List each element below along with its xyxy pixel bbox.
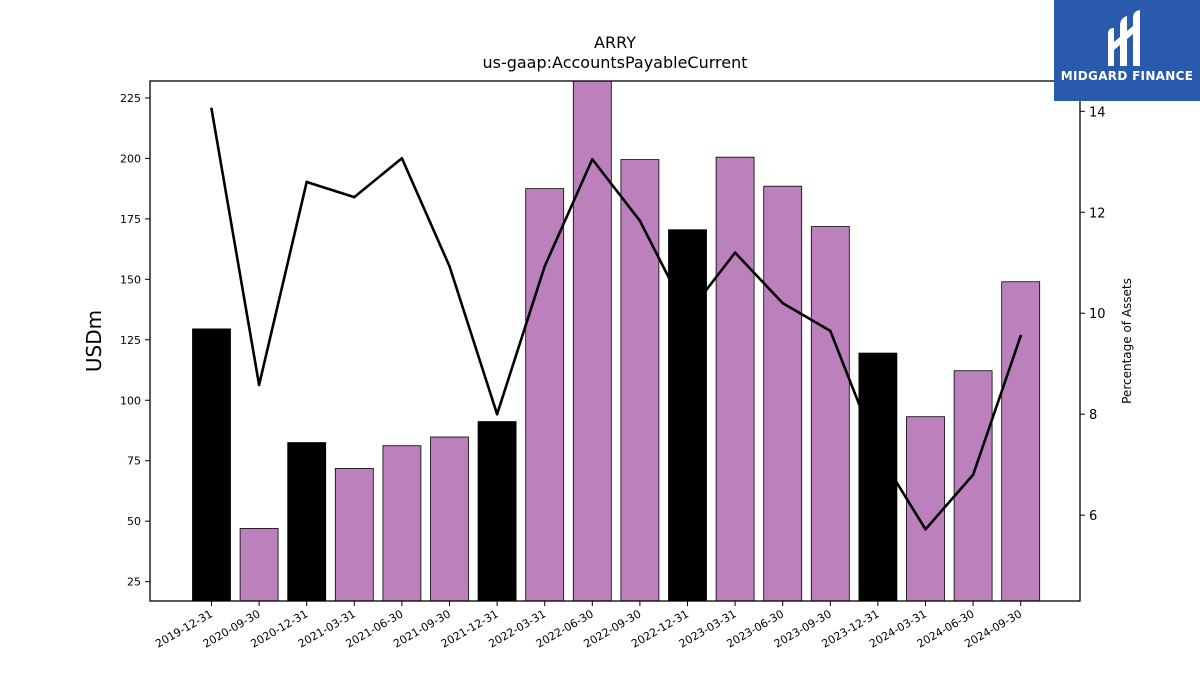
bar-2019-12-31: [192, 328, 231, 601]
y2-tick-label: 12: [1089, 206, 1106, 221]
logo-text: MIDGARD FINANCE: [1060, 69, 1194, 83]
bar-series: [192, 81, 1041, 601]
line-point-2020-12-31: [305, 180, 309, 184]
y2-axis-label: Percentage of Assets: [1120, 278, 1134, 404]
bar-2023-06-30: [763, 185, 803, 601]
line-point-2022-12-31: [686, 312, 689, 316]
line-point-2021-06-30: [400, 156, 404, 160]
y-tick-label: 150: [120, 273, 141, 286]
bar-2023-09-30: [810, 226, 850, 601]
bar-2021-12-31: [477, 421, 517, 601]
line-point-2021-12-31: [495, 412, 499, 416]
bar-2022-03-31: [525, 188, 565, 601]
line-point-2022-06-30: [591, 157, 594, 161]
line-point-2022-09-30: [638, 219, 642, 223]
line-point-2021-03-31: [353, 195, 356, 199]
bar-2021-03-31: [334, 468, 374, 601]
line-point-2023-12-31: [876, 450, 880, 454]
line-point-2023-03-31: [733, 251, 737, 254]
y-axis-label: USDm: [82, 310, 106, 372]
y2-tick-label: 8: [1089, 408, 1097, 423]
line-point-2020-09-30: [257, 383, 261, 387]
bar-2023-12-31: [858, 352, 898, 601]
y-tick-label: 25: [127, 576, 141, 589]
plot-frame: [149, 80, 1081, 602]
line-point-2023-09-30: [829, 329, 832, 333]
y-tick-label: 200: [120, 152, 141, 165]
y-tick-label: 50: [127, 515, 141, 528]
y-tick-label: 175: [120, 213, 141, 226]
line-point-2024-09-30: [1019, 334, 1022, 338]
bar-2024-06-30: [953, 370, 993, 601]
bar-2021-09-30: [430, 436, 469, 601]
midgard-logo-icon: [1108, 10, 1140, 66]
bar-2020-09-30: [239, 528, 279, 601]
bar-2022-06-30: [572, 81, 612, 601]
line-point-2023-06-30: [781, 301, 784, 305]
line-point-2024-03-31: [924, 528, 927, 531]
bar-2024-09-30: [1001, 281, 1041, 601]
y-tick-label: 75: [127, 455, 141, 468]
line-point-2022-03-31: [543, 264, 546, 268]
y-tick-label: 225: [120, 92, 141, 105]
y-tick-label: 125: [120, 334, 141, 347]
bar-2022-09-30: [620, 159, 660, 601]
y-tick-label: 100: [120, 394, 141, 407]
y2-tick-label: 14: [1089, 105, 1106, 120]
bar-2023-03-31: [715, 156, 755, 601]
chart-title: ARRY: [594, 33, 636, 52]
line-point-2021-09-30: [448, 264, 451, 268]
line-series: [210, 107, 1022, 531]
bar-2021-06-30: [382, 445, 422, 601]
midgard-finance-logo: MIDGARD FINANCE: [1054, 0, 1200, 101]
y2-tick-label: 6: [1089, 509, 1097, 524]
chart-subtitle: us-gaap:AccountsPayableCurrent: [482, 53, 747, 72]
percentage-line: [210, 108, 1022, 531]
y2-tick-label: 10: [1089, 307, 1106, 322]
line-point-2024-06-30: [971, 473, 975, 477]
bar-2020-12-31: [287, 442, 327, 601]
line-point-2019-12-31: [210, 107, 213, 111]
